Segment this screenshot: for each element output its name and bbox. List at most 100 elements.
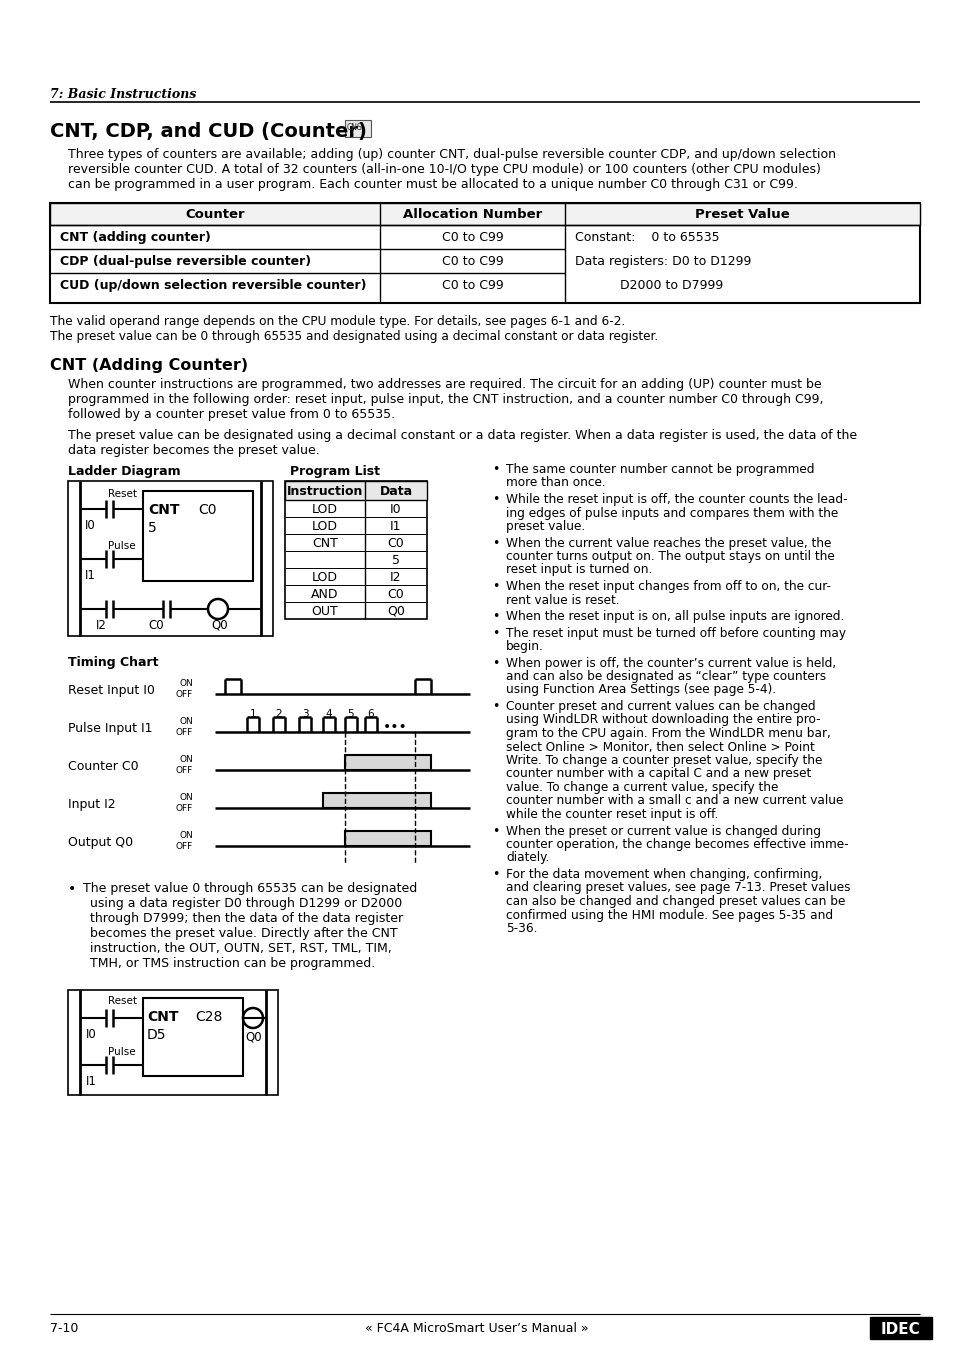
Text: CNS: CNS	[347, 123, 362, 132]
Text: Instruction: Instruction	[287, 485, 363, 499]
Text: and can also be designated as “clear” type counters: and can also be designated as “clear” ty…	[505, 670, 825, 684]
Text: Output Q0: Output Q0	[68, 836, 133, 848]
Text: « FC4A MicroSmart User’s Manual »: « FC4A MicroSmart User’s Manual »	[365, 1323, 588, 1335]
Text: reversible counter CUD. A total of 32 counters (all-in-one 10-I/O type CPU modul: reversible counter CUD. A total of 32 co…	[68, 163, 820, 176]
Text: and clearing preset values, see page 7-13. Preset values: and clearing preset values, see page 7-1…	[505, 881, 850, 894]
Text: C28: C28	[194, 1011, 222, 1024]
Text: •: •	[492, 536, 498, 550]
Text: begin.: begin.	[505, 640, 543, 653]
Text: 5-36.: 5-36.	[505, 921, 537, 935]
Text: The valid operand range depends on the CPU module type. For details, see pages 6: The valid operand range depends on the C…	[50, 315, 624, 328]
Bar	[50, 203, 919, 303]
Text: 5: 5	[392, 554, 399, 567]
Text: When counter instructions are programmed, two addresses are required. The circui: When counter instructions are programmed…	[68, 378, 821, 390]
Text: can be programmed in a user program. Each counter must be allocated to a unique : can be programmed in a user program. Eac…	[68, 178, 797, 190]
Text: Counter: Counter	[185, 208, 245, 222]
Bar	[143, 490, 253, 581]
Text: Pulse: Pulse	[108, 1047, 135, 1056]
Text: I1: I1	[390, 520, 401, 534]
Text: LOD: LOD	[312, 571, 337, 584]
Text: gram to the CPU again. From the WindLDR menu bar,: gram to the CPU again. From the WindLDR …	[505, 727, 830, 740]
Text: Data registers: D0 to D1299: Data registers: D0 to D1299	[575, 255, 751, 267]
Text: instruction, the OUT, OUTN, SET, RST, TML, TIM,: instruction, the OUT, OUTN, SET, RST, TM…	[90, 942, 392, 955]
Text: while the counter reset input is off.: while the counter reset input is off.	[505, 808, 718, 821]
Text: Pulse: Pulse	[108, 540, 135, 551]
Text: Reset: Reset	[108, 996, 137, 1006]
Text: LOD: LOD	[312, 520, 337, 534]
Text: The preset value 0 through 65535 can be designated: The preset value 0 through 65535 can be …	[83, 882, 416, 894]
Text: data register becomes the preset value.: data register becomes the preset value.	[68, 444, 319, 457]
Text: Input I2: Input I2	[68, 798, 115, 811]
Text: Write. To change a counter preset value, specify the: Write. To change a counter preset value,…	[505, 754, 821, 767]
Text: 3: 3	[301, 709, 308, 719]
Text: CNT (adding counter): CNT (adding counter)	[60, 231, 211, 245]
Text: more than once.: more than once.	[505, 477, 605, 489]
Bar	[345, 755, 431, 770]
Text: Timing Chart: Timing Chart	[68, 657, 158, 669]
Text: The preset value can be designated using a decimal constant or a data register. : The preset value can be designated using…	[68, 430, 856, 442]
Text: 5: 5	[148, 521, 156, 535]
Text: Reset: Reset	[108, 489, 137, 499]
Text: can also be changed and changed preset values can be: can also be changed and changed preset v…	[505, 894, 844, 908]
Text: select Online > Monitor, then select Online > Point: select Online > Monitor, then select Onl…	[505, 740, 814, 754]
Bar	[50, 203, 919, 226]
Text: CNT: CNT	[312, 536, 337, 550]
Text: I1: I1	[85, 569, 95, 582]
Text: using WindLDR without downloading the entire pro-: using WindLDR without downloading the en…	[505, 713, 820, 727]
Text: counter turns output on. The output stays on until the: counter turns output on. The output stay…	[505, 550, 834, 563]
Text: Allocation Number: Allocation Number	[402, 208, 541, 222]
Text: •: •	[492, 580, 498, 593]
Text: IDEC: IDEC	[881, 1323, 920, 1337]
Text: I0: I0	[85, 519, 95, 532]
Text: •: •	[492, 627, 498, 639]
Text: Ladder Diagram: Ladder Diagram	[68, 465, 180, 478]
Text: For the data movement when changing, confirming,: For the data movement when changing, con…	[505, 867, 821, 881]
Text: ing edges of pulse inputs and compares them with the: ing edges of pulse inputs and compares t…	[505, 507, 838, 520]
Text: becomes the preset value. Directly after the CNT: becomes the preset value. Directly after…	[90, 927, 397, 940]
Text: OFF: OFF	[175, 728, 193, 738]
Text: C0: C0	[387, 588, 404, 601]
Text: diately.: diately.	[505, 851, 549, 865]
Text: C0: C0	[198, 503, 216, 517]
Text: CDP (dual-pulse reversible counter): CDP (dual-pulse reversible counter)	[60, 255, 311, 267]
Text: counter operation, the change becomes effective imme-: counter operation, the change becomes ef…	[505, 838, 848, 851]
Text: CNT, CDP, and CUD (Counter): CNT, CDP, and CUD (Counter)	[50, 122, 367, 141]
Text: ON: ON	[179, 680, 193, 688]
Text: rent value is reset.: rent value is reset.	[505, 593, 618, 607]
Text: Counter C0: Counter C0	[68, 761, 138, 773]
Bar	[68, 990, 277, 1096]
Text: D2000 to D7999: D2000 to D7999	[619, 280, 722, 292]
Text: While the reset input is off, the counter counts the lead-: While the reset input is off, the counte…	[505, 493, 846, 507]
Text: Data: Data	[379, 485, 412, 499]
Text: Preset Value: Preset Value	[695, 208, 789, 222]
Text: preset value.: preset value.	[505, 520, 584, 534]
Text: using Function Area Settings (see page 5-4).: using Function Area Settings (see page 5…	[505, 684, 776, 697]
Bar	[323, 793, 431, 808]
Text: followed by a counter preset value from 0 to 65535.: followed by a counter preset value from …	[68, 408, 395, 422]
Bar	[143, 998, 243, 1075]
Text: •: •	[492, 611, 498, 623]
Bar	[345, 831, 431, 846]
Text: TMH, or TMS instruction can be programmed.: TMH, or TMS instruction can be programme…	[90, 957, 375, 970]
Text: CNT: CNT	[147, 1011, 178, 1024]
Text: C0 to C99: C0 to C99	[441, 231, 503, 245]
Text: 1: 1	[250, 709, 256, 719]
Text: Q0: Q0	[245, 1029, 261, 1043]
Text: Reset Input I0: Reset Input I0	[68, 684, 154, 697]
Text: 7-10: 7-10	[50, 1323, 78, 1335]
Text: using a data register D0 through D1299 or D2000: using a data register D0 through D1299 o…	[90, 897, 402, 911]
Text: value. To change a current value, specify the: value. To change a current value, specif…	[505, 781, 778, 794]
Text: When the reset input changes from off to on, the cur-: When the reset input changes from off to…	[505, 580, 830, 593]
Text: OFF: OFF	[175, 690, 193, 698]
Text: CNT: CNT	[148, 503, 179, 517]
Text: •: •	[68, 882, 76, 896]
Text: Q0: Q0	[211, 619, 228, 632]
Text: Counter preset and current values can be changed: Counter preset and current values can be…	[505, 700, 815, 713]
Text: programmed in the following order: reset input, pulse input, the CNT instruction: programmed in the following order: reset…	[68, 393, 822, 407]
Text: reset input is turned on.: reset input is turned on.	[505, 563, 652, 577]
Text: CNT (Adding Counter): CNT (Adding Counter)	[50, 358, 248, 373]
Text: ON: ON	[179, 717, 193, 725]
Text: •: •	[492, 463, 498, 476]
Bar	[285, 481, 427, 619]
Text: 7: Basic Instructions: 7: Basic Instructions	[50, 88, 196, 101]
